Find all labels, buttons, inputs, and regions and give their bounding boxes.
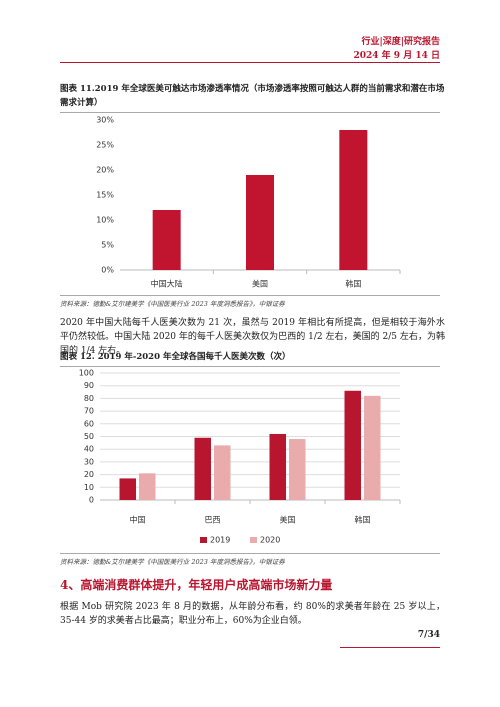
y-tick-label: 25% (96, 141, 114, 150)
y-tick-label: 50 (84, 432, 94, 441)
x-tick-label: 中国 (130, 515, 146, 525)
report-date: 2024 年 9 月 14 日 (353, 51, 440, 61)
y-tick-label: 30 (84, 457, 94, 466)
x-tick-label: 韩国 (345, 279, 361, 289)
paragraph: 2020 年中国大陆每千人医美次数为 21 次，虽然与 2019 年相比有所提高… (60, 318, 445, 356)
legend-label: 2020 (260, 536, 280, 545)
y-tick-label: 15% (96, 191, 114, 200)
page-number: 7/34 (417, 630, 440, 640)
bar (289, 439, 306, 500)
legend-label: 2019 (210, 536, 230, 545)
paragraph: 根据 Mob 研究院 2023 年 8 月的数据，从年龄分布看，约 80%的求美… (60, 602, 445, 626)
figure-source: 资料来源：德勤&艾尔建美学《中国医美行业 2023 年度洞悉报告》，中银证券 (60, 300, 285, 308)
y-tick-label: 0 (89, 496, 94, 505)
figure-source: 资料来源：德勤&艾尔建美学《中国医美行业 2023 年度洞悉报告》，中银证券 (60, 558, 285, 566)
y-tick-label: 100 (79, 369, 94, 378)
bar (139, 473, 156, 500)
x-tick-label: 巴西 (205, 516, 221, 525)
chart: 0% 5% 10% 15% 20% 25% 30% 中国大陆 美国 韩国 (96, 116, 401, 289)
bar (152, 210, 181, 270)
footer-rule (340, 647, 440, 648)
bar (214, 445, 231, 500)
legend-swatch (200, 537, 207, 543)
source-rule (60, 295, 440, 296)
y-tick-label: 40 (84, 445, 94, 454)
x-tick-label: 韩国 (355, 515, 371, 525)
x-tick-label: 美国 (280, 515, 296, 525)
y-tick-label: 90 (84, 381, 94, 390)
figure-rule (60, 366, 440, 367)
section-heading: 4、高端消费群体提升，年轻用户成高端市场新力量 (60, 578, 333, 592)
figure-title: 图表 12. 2019 年-2020 年全球各国每千人医美次数（次） (60, 352, 291, 362)
y-tick-label: 70 (84, 407, 94, 416)
y-tick-label: 10 (84, 483, 94, 492)
bar (119, 478, 136, 500)
y-tick-label: 10% (96, 216, 114, 225)
bar (339, 130, 368, 270)
report-type: 行业|深度|研究报告 (361, 37, 440, 47)
y-tick-label: 60 (84, 419, 94, 428)
figure-title: 图表 11.2019 年全球医美可触达市场渗透率情况（市场渗透率按照可触达人群的… (60, 84, 445, 108)
y-tick-label: 20% (96, 166, 114, 175)
y-tick-label: 80 (84, 394, 94, 403)
y-tick-label: 0% (101, 266, 114, 275)
x-tick-label: 美国 (252, 279, 268, 289)
source-rule (60, 553, 440, 554)
x-tick-label: 中国大陆 (151, 279, 183, 289)
y-tick-label: 30% (96, 116, 114, 125)
bar (269, 433, 286, 500)
bar (194, 437, 211, 500)
figure-rule (60, 112, 440, 113)
legend-swatch (250, 537, 257, 543)
y-tick-label: 20 (84, 470, 94, 479)
bar (246, 175, 274, 270)
bar (364, 395, 381, 500)
chart: 0 10 20 30 40 50 60 70 80 90 100 中国 巴西 美国 韩国 2019 2020 (79, 369, 401, 545)
bar (344, 390, 361, 500)
y-tick-label: 5% (101, 241, 114, 250)
header-rule (60, 62, 440, 63)
